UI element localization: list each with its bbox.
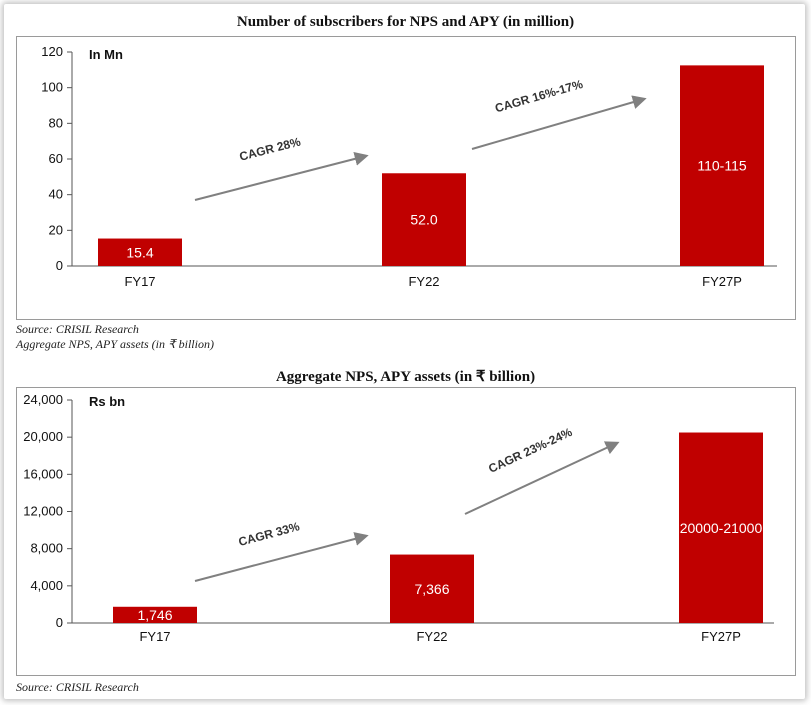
chart-2-y-tick-label: 16,000: [23, 466, 63, 481]
chart-1-svg: 0 20 40 60 80 100 120 In Mn 15.4 FY17 52.0 FY22 110-…: [41, 44, 777, 289]
chart-1-unit-label: In Mn: [89, 47, 123, 62]
chart-2-bar: [390, 554, 474, 623]
chart-2-category-label: FY17: [139, 629, 170, 644]
chart-2-bar: [679, 432, 763, 623]
chart-2-cagr-annotation: CAGR 33%: [237, 519, 301, 549]
chart-2-data-label: 1,746: [137, 607, 172, 623]
chart-2-source: Source: CRISIL Research: [16, 680, 139, 694]
chart-1-y-tick-label: 60: [49, 151, 63, 166]
chart-2-category-label: FY27P: [701, 629, 741, 644]
chart-2-svg: 0 4,000 8,000 12,000 16,000 20,000 24,000 Rs bn…: [23, 392, 774, 644]
chart-1-y-tick-label: 0: [56, 258, 63, 273]
chart-1-data-label: 110-115: [697, 158, 747, 174]
chart-2-data-label: 7,366: [414, 581, 449, 597]
chart-1-cagr-arrow: [194, 152, 369, 201]
chart-2-category-label: FY22: [416, 629, 447, 644]
chart-1-y-tick-label: 120: [41, 44, 63, 59]
chart-2-unit-label: Rs bn: [89, 394, 125, 409]
chart-1-caption: Aggregate NPS, APY assets (in ₹ billion): [16, 337, 214, 351]
chart-2-title: Aggregate NPS, APY assets (in ₹ billion): [275, 369, 536, 385]
chart-2-y-tick-label: 12,000: [23, 504, 63, 519]
chart-1-data-label: 15.4: [126, 244, 153, 260]
chart-1-category-label: FY22: [408, 274, 439, 289]
chart-1-category-label: FY27P: [702, 274, 742, 289]
chart-1-title: Number of subscribers for NPS and APY (i…: [236, 14, 575, 30]
chart-1-y-tick-label: 100: [41, 80, 63, 95]
chart-2-y-tick-label: 24,000: [23, 392, 63, 407]
chart-1-data-label: 52.0: [410, 212, 437, 228]
chart-1-cagr-arrow: [471, 95, 647, 150]
chart-2-cagr-arrow: [464, 441, 620, 515]
chart-1-cagr-annotation: CAGR 16%-17%: [493, 77, 584, 116]
chart-1-area: 0 20 40 60 80 100 120 In Mn 15.4 FY17 52.0 FY22 110-…: [16, 36, 796, 320]
chart-1-y-tick-label: 80: [49, 115, 63, 130]
chart-1-y-tick-label: 20: [49, 222, 63, 237]
chart-2-y-tick-label: 0: [56, 615, 63, 630]
chart-2-area: 0 4,000 8,000 12,000 16,000 20,000 24,000 Rs bn…: [16, 387, 796, 676]
chart-1-source: Source: CRISIL Research: [16, 322, 139, 336]
chart-1-y-tick-label: 40: [49, 187, 63, 202]
chart-2-bar: [113, 606, 197, 623]
chart-1-bar: [382, 173, 466, 266]
chart-2-y-tick-label: 4,000: [30, 578, 63, 593]
chart-1-bar: [98, 238, 182, 266]
chart-2-cagr-arrow: [194, 532, 369, 582]
chart-2-y-tick-label: 20,000: [23, 429, 63, 444]
chart-1-bar: [680, 65, 764, 266]
chart-2-data-label: 20000-21000: [680, 520, 763, 536]
chart-2-y-tick-label: 8,000: [30, 541, 63, 556]
chart-1-category-label: FY17: [124, 274, 155, 289]
chart-1-cagr-annotation: CAGR 28%: [238, 134, 303, 163]
